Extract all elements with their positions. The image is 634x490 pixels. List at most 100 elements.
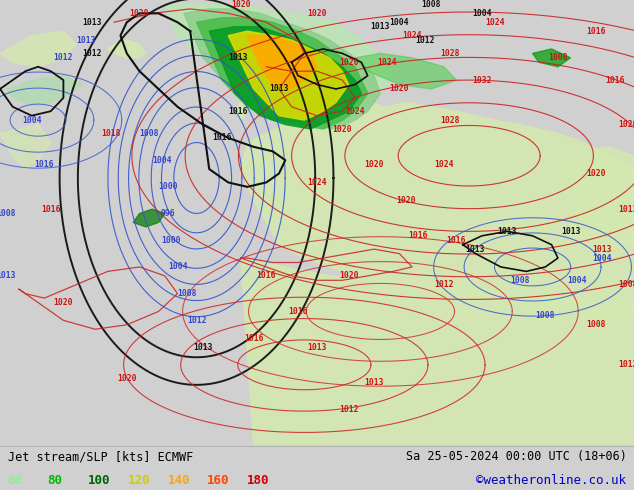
Text: 1032: 1032	[472, 75, 491, 85]
Text: 1004: 1004	[567, 276, 586, 285]
Text: Jet stream/SLP [kts] ECMWF: Jet stream/SLP [kts] ECMWF	[8, 450, 193, 463]
Text: 80: 80	[48, 473, 63, 487]
Text: 180: 180	[247, 473, 269, 487]
Text: 1008: 1008	[178, 289, 197, 298]
Text: 1008: 1008	[139, 129, 158, 138]
Text: 1013: 1013	[193, 343, 212, 351]
Text: 100: 100	[87, 473, 110, 487]
Text: Sa 25-05-2024 00:00 UTC (18+06): Sa 25-05-2024 00:00 UTC (18+06)	[406, 450, 626, 463]
Text: 996: 996	[160, 209, 176, 218]
Text: 1012: 1012	[415, 36, 434, 45]
Text: 1008: 1008	[422, 0, 441, 9]
Text: 1012: 1012	[618, 360, 634, 369]
Text: 140: 140	[167, 473, 190, 487]
Text: 1013: 1013	[82, 18, 101, 27]
Text: 1008: 1008	[618, 280, 634, 289]
Text: 1013: 1013	[269, 84, 288, 94]
Text: 1013: 1013	[76, 36, 95, 45]
Polygon shape	[533, 49, 571, 67]
Text: 1024: 1024	[434, 160, 453, 169]
Polygon shape	[184, 9, 380, 129]
Text: 1024: 1024	[346, 107, 365, 116]
Text: 1016: 1016	[244, 334, 263, 343]
Polygon shape	[558, 147, 634, 249]
Text: 1020: 1020	[339, 58, 358, 67]
Text: 1020: 1020	[130, 9, 149, 18]
Text: 1016: 1016	[586, 26, 605, 36]
Text: 1028: 1028	[441, 116, 460, 124]
Polygon shape	[235, 98, 247, 120]
Text: 1020: 1020	[117, 374, 136, 383]
Polygon shape	[247, 36, 317, 89]
Text: 1004: 1004	[472, 9, 491, 18]
Text: 1012: 1012	[54, 53, 73, 62]
Text: 1020: 1020	[231, 0, 250, 9]
Polygon shape	[228, 31, 349, 120]
Text: 1008: 1008	[548, 53, 567, 62]
Text: 1013: 1013	[466, 245, 485, 254]
Text: 1016: 1016	[605, 75, 624, 85]
Polygon shape	[108, 40, 146, 58]
Text: 1024: 1024	[485, 18, 504, 27]
Text: 1004: 1004	[593, 253, 612, 263]
Text: 1012: 1012	[187, 316, 206, 325]
Polygon shape	[355, 53, 456, 89]
Text: 1013: 1013	[593, 245, 612, 254]
Text: 1020: 1020	[307, 9, 327, 18]
Text: 1016: 1016	[409, 231, 428, 240]
Text: 1000: 1000	[158, 182, 178, 192]
Text: 1020: 1020	[54, 298, 73, 307]
Polygon shape	[241, 258, 634, 445]
Text: 1012: 1012	[339, 405, 358, 414]
Text: 1024: 1024	[377, 58, 396, 67]
Text: 1020: 1020	[365, 160, 384, 169]
Text: 1000: 1000	[162, 236, 181, 245]
Polygon shape	[165, 4, 393, 124]
Text: 60: 60	[8, 473, 23, 487]
Text: 1013: 1013	[371, 22, 390, 31]
Text: 1013: 1013	[365, 378, 384, 387]
Text: ©weatheronline.co.uk: ©weatheronline.co.uk	[476, 473, 626, 487]
Text: 1004: 1004	[22, 116, 41, 124]
Text: 1024: 1024	[307, 178, 327, 187]
Text: 1013: 1013	[498, 227, 517, 236]
Text: 1008: 1008	[586, 320, 605, 329]
Polygon shape	[0, 31, 76, 67]
Polygon shape	[241, 102, 634, 320]
Text: 1020: 1020	[618, 120, 634, 129]
Text: 1004: 1004	[152, 156, 171, 165]
Text: 1016: 1016	[288, 307, 307, 316]
Text: 1008: 1008	[536, 311, 555, 320]
Text: 1018: 1018	[101, 129, 120, 138]
Text: 1013: 1013	[561, 227, 580, 236]
Text: 1004: 1004	[168, 263, 187, 271]
Text: 1024: 1024	[403, 31, 422, 40]
Text: 1020: 1020	[390, 84, 409, 94]
Text: 1013: 1013	[618, 205, 634, 214]
Text: 1004: 1004	[390, 18, 409, 27]
Text: 1020: 1020	[396, 196, 415, 205]
Text: 1016: 1016	[228, 107, 247, 116]
Polygon shape	[197, 18, 368, 129]
Text: 1016: 1016	[35, 160, 54, 169]
Text: 1012: 1012	[434, 280, 453, 289]
Text: 1016: 1016	[41, 205, 60, 214]
Text: 1016: 1016	[257, 271, 276, 280]
Text: 1016: 1016	[447, 236, 466, 245]
Polygon shape	[6, 75, 82, 107]
Polygon shape	[0, 124, 51, 169]
Text: 1020: 1020	[586, 169, 605, 178]
Text: 120: 120	[127, 473, 150, 487]
Text: 1013: 1013	[0, 271, 16, 280]
Polygon shape	[133, 209, 165, 227]
Text: 1008: 1008	[510, 276, 529, 285]
Text: 1020: 1020	[333, 124, 352, 134]
Text: 1016: 1016	[212, 133, 231, 143]
Polygon shape	[209, 26, 361, 129]
Text: 1013: 1013	[307, 343, 327, 351]
Text: 1013: 1013	[228, 53, 247, 62]
Text: 1012: 1012	[82, 49, 101, 58]
Text: 1008: 1008	[0, 209, 16, 218]
Text: 1020: 1020	[339, 271, 358, 280]
Text: 1028: 1028	[441, 49, 460, 58]
